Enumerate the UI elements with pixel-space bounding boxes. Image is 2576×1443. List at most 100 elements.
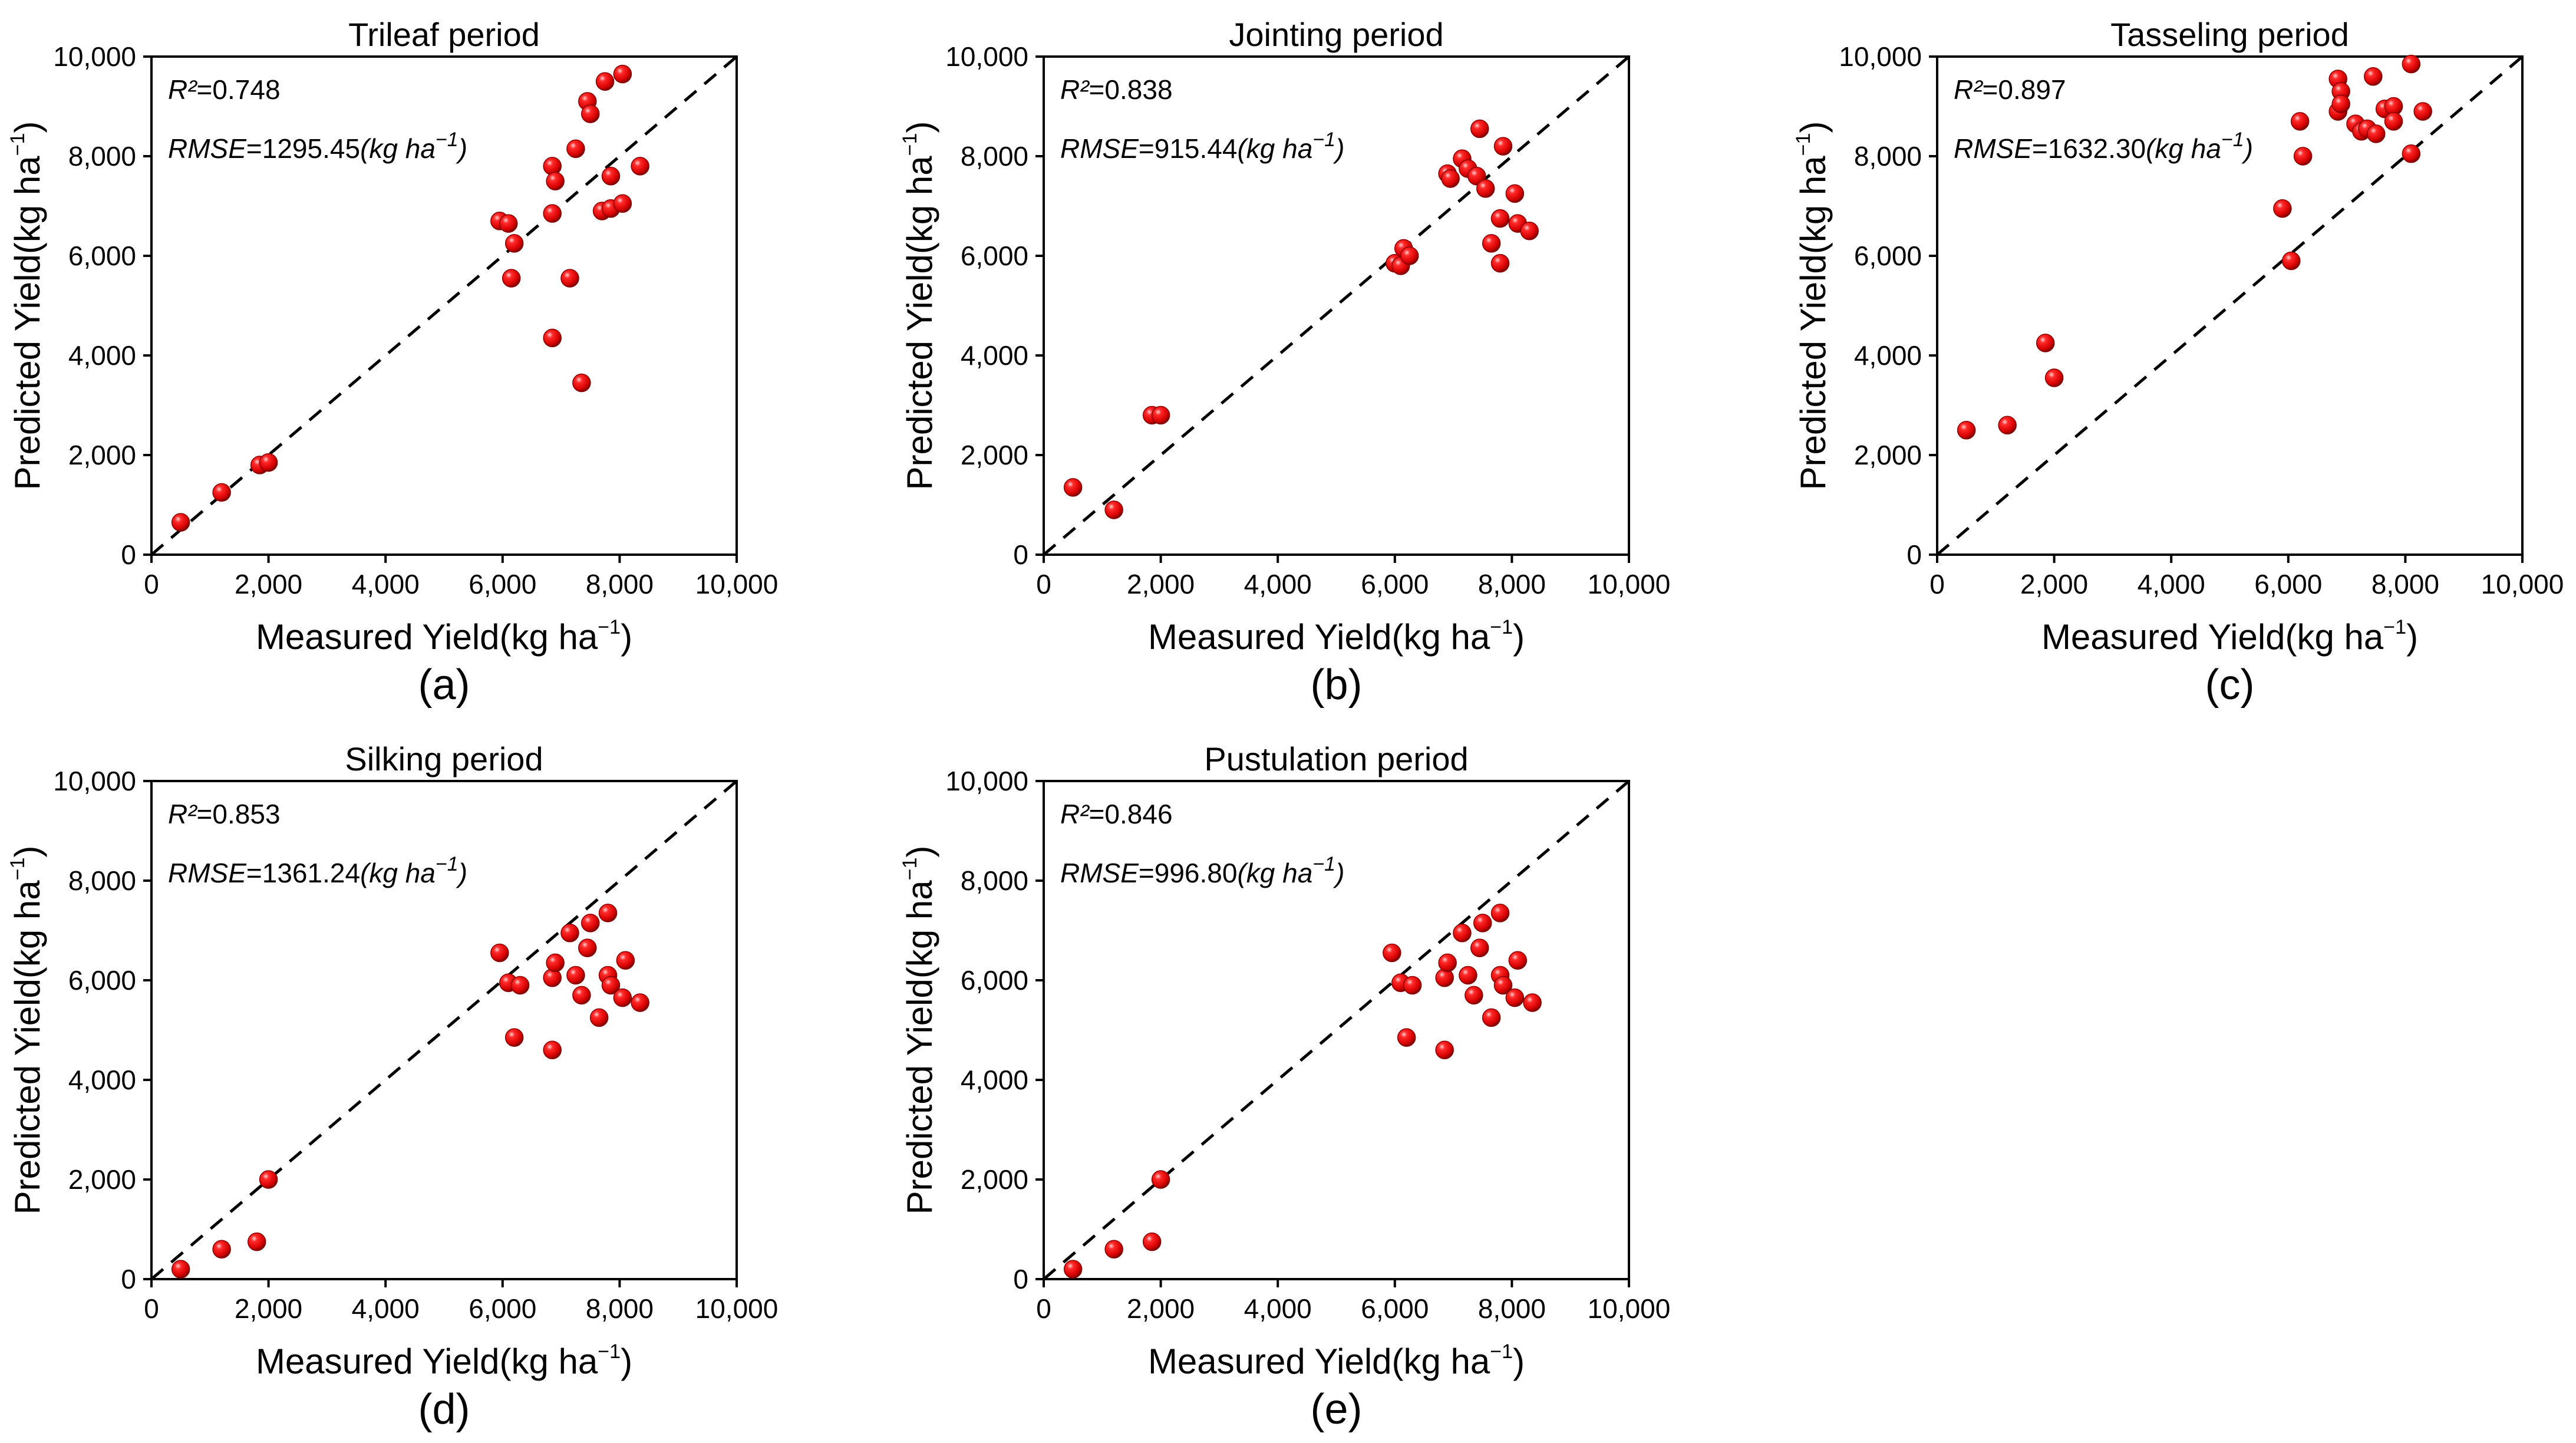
data-point [1459,966,1477,985]
x-tick-label: 0 [144,569,159,599]
panel-label: (a) [418,661,470,709]
x-tick-label: 6,000 [2254,569,2322,599]
x-tick-label: 4,000 [1244,569,1312,599]
x-axis-label: Measured Yield(kg ha−1) [1148,1340,1525,1381]
x-tick-label: 0 [1929,569,1945,599]
data-point [1473,914,1492,933]
rmse-annotation: RMSE=1361.24(kg ha−1) [168,853,467,888]
y-axis-label: Predicted Yield(kg ha−1) [6,121,47,490]
x-tick-label: 8,000 [586,569,654,599]
y-axis-label: Predicted Yield(kg ha−1) [899,121,939,490]
x-axis-label: Measured Yield(kg ha−1) [256,1340,632,1381]
y-tick-label: 8,000 [68,865,136,896]
x-tick-label: 4,000 [352,1293,420,1324]
x-tick-label: 10,000 [1588,569,1671,599]
data-point [543,1040,562,1060]
x-tick-label: 0 [1036,1293,1051,1324]
x-tick-label: 2,000 [1127,1293,1195,1324]
r2-annotation: R²=0.838 [1060,74,1173,105]
rmse-annotation: RMSE=915.44(kg ha−1) [1060,129,1344,164]
data-point [510,976,530,995]
data-point [2331,94,2350,114]
x-tick-label: 2,000 [2020,569,2088,599]
reference-line-1to1 [1043,780,1630,1280]
y-tick-label: 10,000 [1839,41,1922,72]
y-tick-label: 4,000 [68,340,136,371]
data-point [1476,179,1495,198]
x-tick-label: 6,000 [1361,1293,1429,1324]
y-tick-label: 6,000 [961,965,1028,996]
y-tick-label: 8,000 [961,865,1028,896]
y-axis-label: Predicted Yield(kg ha−1) [6,846,47,1215]
data-point [1151,1170,1170,1189]
plot-frame [1936,55,2524,556]
y-tick-label: 6,000 [68,965,136,996]
y-tick-label: 2,000 [961,1164,1028,1195]
y-tick-label: 8,000 [1854,141,1922,172]
chart-panel-b: Jointing period 0 2,000 4,000 6,000 8,000 10,0… [899,16,1670,709]
chart-panel-c: Tasseling period 0 2,000 4,000 6,000 8,000 10,… [1792,16,2564,709]
data-point [578,938,597,957]
data-point [259,1170,278,1189]
data-point [1397,1028,1416,1047]
data-point [616,951,635,970]
x-tick-label: 6,000 [1361,569,1429,599]
data-point [1470,119,1489,139]
data-point [1142,1232,1162,1251]
data-point [1957,421,1976,440]
y-tick-label: 10,000 [53,766,136,796]
data-point [581,914,600,933]
rmse-annotation: RMSE=1632.30(kg ha−1) [1954,129,2253,164]
y-tick-label: 10,000 [53,41,136,72]
x-tick-label: 2,000 [235,569,302,599]
data-point [1482,234,1501,253]
x-axis-label: Measured Yield(kg ha−1) [256,616,632,657]
data-point [1465,986,1483,1005]
data-point [546,953,565,973]
y-tick-label: 0 [1013,539,1028,570]
data-point [1438,953,1457,973]
chart-title: Jointing period [1229,16,1443,53]
data-point [504,1028,524,1047]
y-tick-label: 4,000 [1854,340,1922,371]
data-point [613,988,632,1007]
data-point [171,1260,190,1279]
x-tick-label: 2,000 [235,1293,302,1324]
data-point [1998,416,2017,435]
y-axis-label: Predicted Yield(kg ha−1) [1792,121,1833,490]
y-tick-label: 4,000 [961,1065,1028,1095]
data-point [572,373,591,393]
data-point [1400,246,1419,265]
data-point [2036,334,2055,352]
data-point [598,904,618,923]
data-point [259,453,278,472]
data-point [566,139,585,159]
data-point [1523,993,1542,1012]
data-point [601,167,621,186]
x-tick-label: 8,000 [2371,569,2439,599]
x-tick-label: 0 [1036,569,1051,599]
data-point [1063,1260,1083,1279]
y-tick-label: 6,000 [1854,240,1922,271]
chart-panel-a: Trileaf period 0 2,000 4,000 6,000 8,000 10,00… [6,16,778,709]
data-point [2290,112,2310,131]
data-point [2384,112,2403,131]
x-tick-label: 0 [144,1293,159,1324]
data-point [581,104,600,123]
data-point [1151,406,1170,425]
panel-label: (b) [1311,661,1363,709]
data-point [1520,222,1539,240]
data-point [212,1240,231,1259]
data-point [1470,938,1489,957]
data-point [543,328,562,348]
y-axis-label: Predicted Yield(kg ha−1) [899,846,939,1215]
r2-annotation: R²=0.846 [1060,799,1173,829]
data-point [1453,923,1472,943]
data-point [1104,1240,1123,1259]
data-point [2282,251,2301,271]
panel-label: (c) [2205,661,2255,709]
y-tick-label: 2,000 [961,440,1028,470]
y-tick-label: 8,000 [68,141,136,172]
data-point [1493,137,1513,156]
data-point [504,234,524,253]
